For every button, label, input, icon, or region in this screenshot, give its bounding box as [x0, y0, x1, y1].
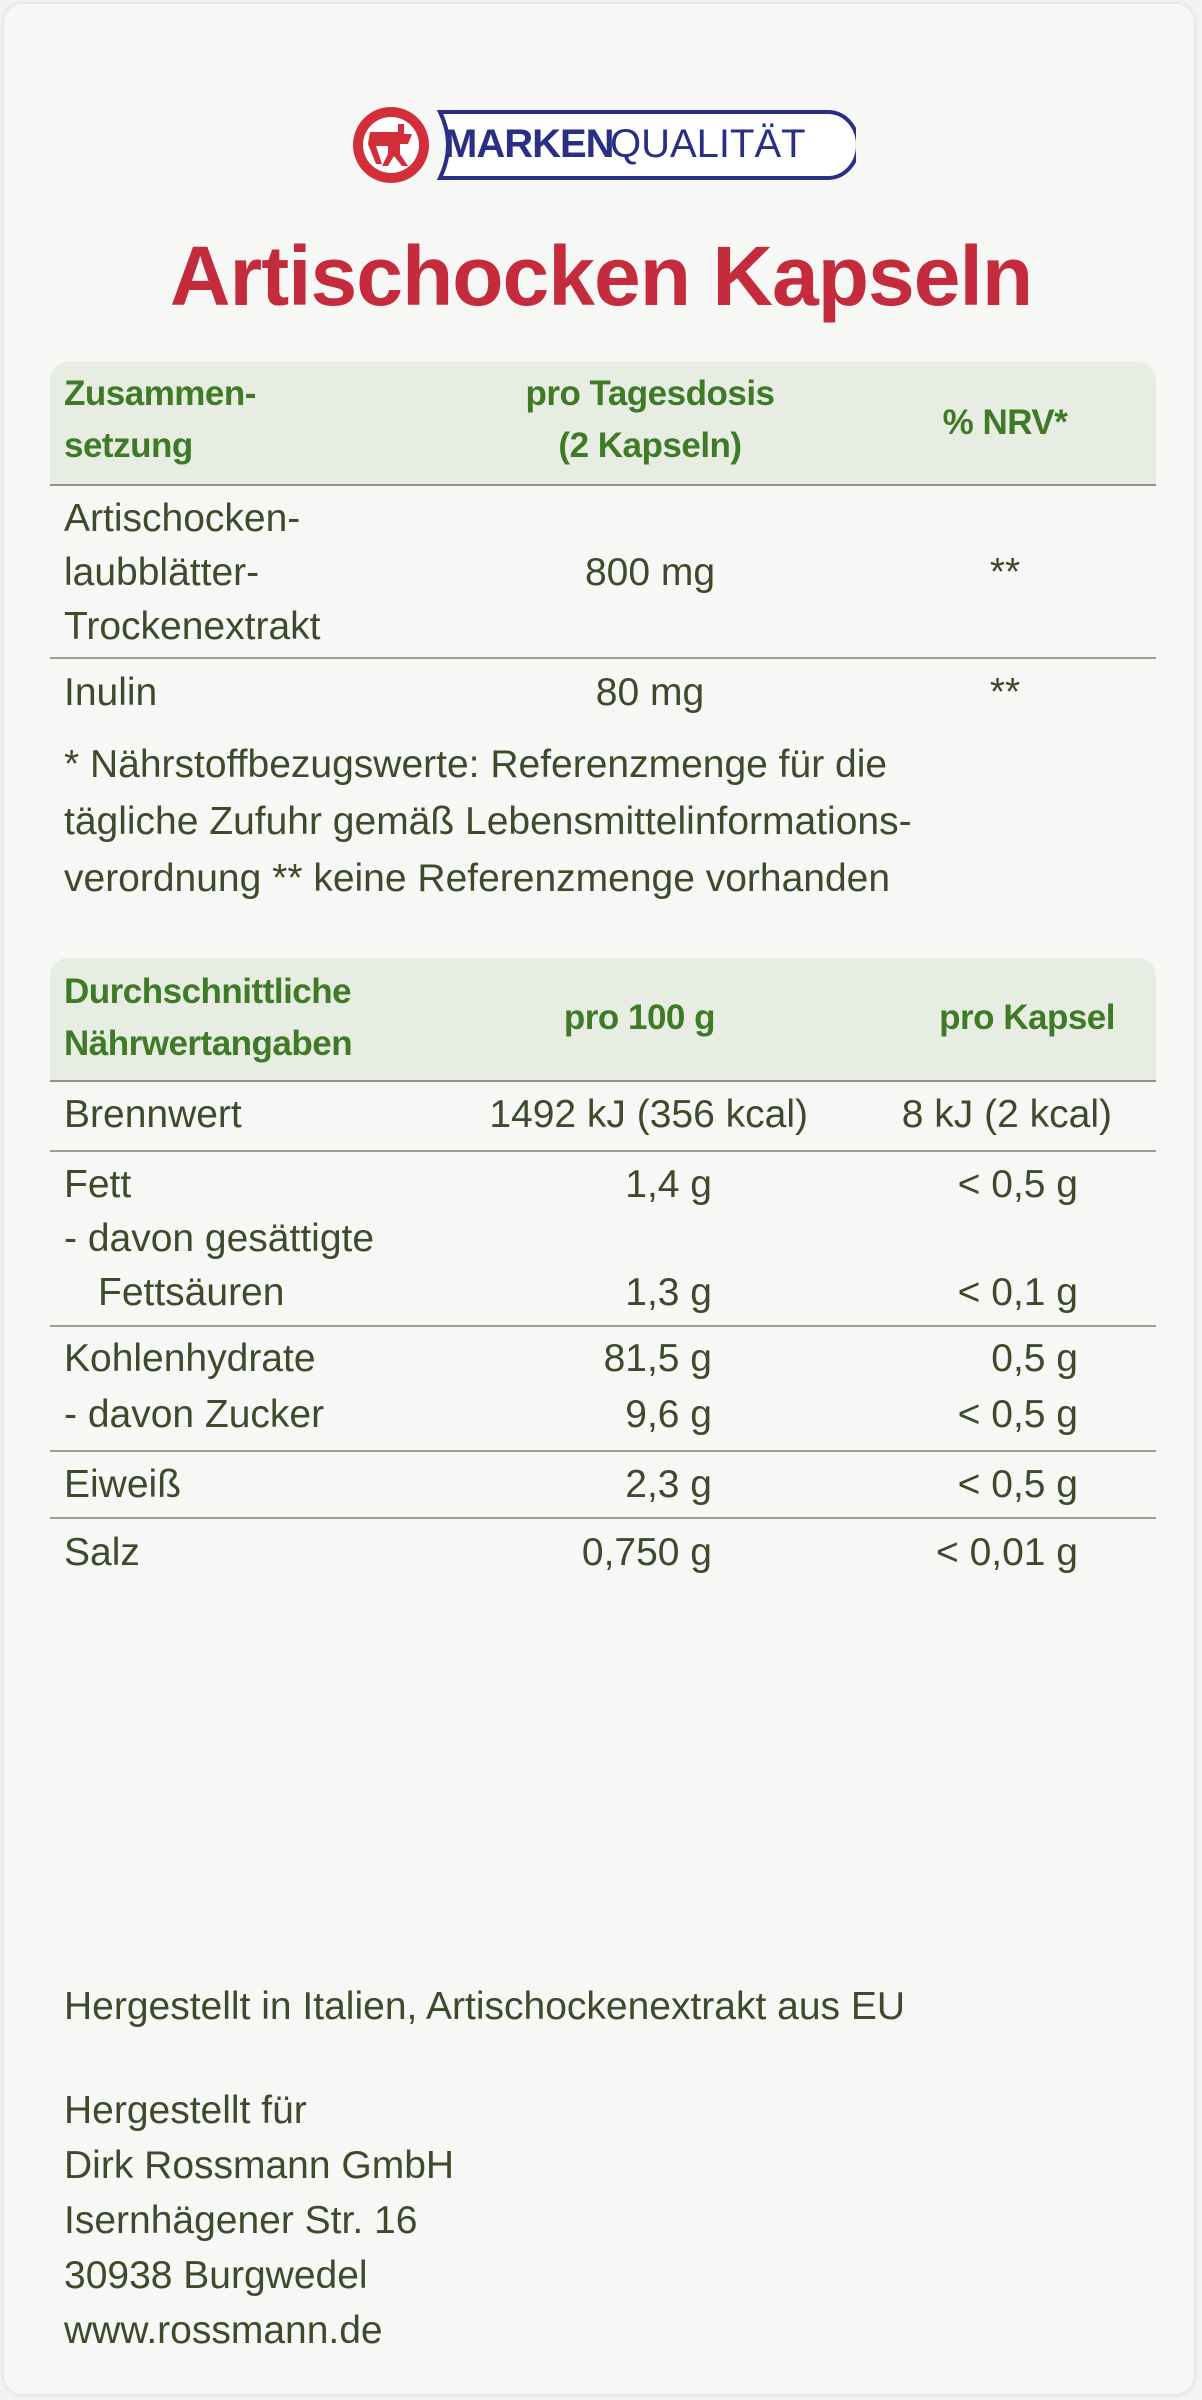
- nutrition-per-capsule: < 0,5 g: [957, 1393, 1078, 1436]
- header-per-100g: pro 100 g: [563, 998, 716, 1037]
- artichoke-nrv: **: [989, 551, 1021, 594]
- inulin-amount: 80 mg: [595, 671, 705, 714]
- nutrition-label: Eiweiß: [64, 1463, 182, 1506]
- address-line: Isernhägener Str. 16: [64, 2199, 418, 2242]
- inulin-nrv: **: [989, 671, 1021, 714]
- header-line: setzung: [64, 426, 193, 465]
- divider: [50, 1450, 1156, 1452]
- nutrition-table-header: [50, 958, 1156, 1082]
- composition-table-header: [50, 362, 1156, 486]
- nutrition-per-capsule: 8 kJ (2 kcal): [901, 1093, 1112, 1136]
- logo-qualitaet: QUALITÄT: [610, 122, 806, 166]
- footnote: * Nährstoffbezugswerte: Referenzmenge fü…: [64, 736, 912, 907]
- nutrition-per-capsule: < 0,5 g: [957, 1163, 1078, 1206]
- nutrition-label: - davon Zucker: [64, 1393, 325, 1436]
- header-line: (2 Kapseln): [558, 426, 742, 465]
- product-title: Artischocken Kapseln: [169, 229, 1033, 323]
- divider: [50, 1150, 1156, 1152]
- nutrition-per-100g: 1,3 g: [625, 1271, 712, 1314]
- marken-qualitaet-logo: MARKEN QUALITÄT: [348, 102, 860, 188]
- nutrition-label: Salz: [64, 1531, 140, 1574]
- company-name: Dirk Rossmann GmbH: [64, 2144, 455, 2187]
- origin-text: Hergestellt in Italien, Artischockenextr…: [64, 1985, 906, 2028]
- footnote-line: tägliche Zufuhr gemäß Lebensmittelinform…: [64, 800, 912, 843]
- header-nrv: % NRV*: [942, 403, 1068, 442]
- nutrition-label: Fettsäuren: [98, 1271, 285, 1314]
- nutrition-per-capsule: < 0,5 g: [957, 1463, 1078, 1506]
- nutrition-per-100g: 9,6 g: [625, 1393, 712, 1436]
- nutrition-per-100g: 0,750 g: [581, 1531, 712, 1574]
- nutrition-per-100g: 1492 kJ (356 kcal): [489, 1093, 808, 1136]
- header-line: Zusammen-: [64, 374, 256, 413]
- address-line: Hergestellt für: [64, 2089, 307, 2132]
- inulin-label: Inulin: [64, 671, 158, 714]
- nutrition-label: Kohlenhydrate: [64, 1337, 316, 1380]
- divider: [50, 1517, 1156, 1519]
- rossmann-centaur-icon: [353, 107, 860, 183]
- footnote-line: verordnung ** keine Referenzmenge vorhan…: [64, 857, 891, 900]
- website: www.rossmann.de: [64, 2309, 383, 2352]
- header-line: Nährwertangaben: [64, 1024, 353, 1063]
- manufacturer-address: Hergestellt für Dirk Rossmann GmbH Isern…: [64, 2083, 454, 2358]
- header-line: Durchschnittliche: [64, 972, 352, 1011]
- ingredient-line: Trockenextrakt: [64, 605, 321, 648]
- nutrition-per-capsule: < 0,01 g: [935, 1531, 1078, 1574]
- nutrition-per-capsule: < 0,1 g: [957, 1271, 1078, 1314]
- nutrition-per-100g: 81,5 g: [603, 1337, 712, 1380]
- address-line: 30938 Burgwedel: [64, 2254, 368, 2297]
- composition-row-artichoke: Artischocken- laubblätter- Trockenextrak…: [64, 492, 320, 654]
- header-per-capsule: pro Kapsel: [939, 998, 1115, 1037]
- header-nutrition: Durchschnittliche Nährwertangaben: [64, 966, 353, 1070]
- ingredient-line: laubblätter-: [64, 551, 260, 594]
- artichoke-amount: 800 mg: [584, 551, 716, 594]
- ingredient-line: Artischocken-: [64, 497, 301, 540]
- nutrition-per-100g: 2,3 g: [625, 1463, 712, 1506]
- nutrition-label: - davon gesättigte: [64, 1217, 375, 1260]
- nutrition-label: Brennwert: [64, 1093, 242, 1136]
- nutrition-label: Fett: [64, 1163, 132, 1206]
- footnote-line: * Nährstoffbezugswerte: Referenzmenge fü…: [64, 743, 888, 786]
- header-line: pro Tagesdosis: [525, 374, 775, 413]
- nutrition-per-capsule: 0,5 g: [991, 1337, 1078, 1380]
- divider: [50, 1325, 1156, 1327]
- header-composition: Zusammen- setzung: [64, 368, 256, 472]
- nutrition-per-100g: 1,4 g: [625, 1163, 712, 1206]
- divider: [50, 657, 1156, 659]
- header-daily-dose: pro Tagesdosis (2 Kapseln): [440, 368, 860, 472]
- logo-marken: MARKEN: [444, 122, 615, 166]
